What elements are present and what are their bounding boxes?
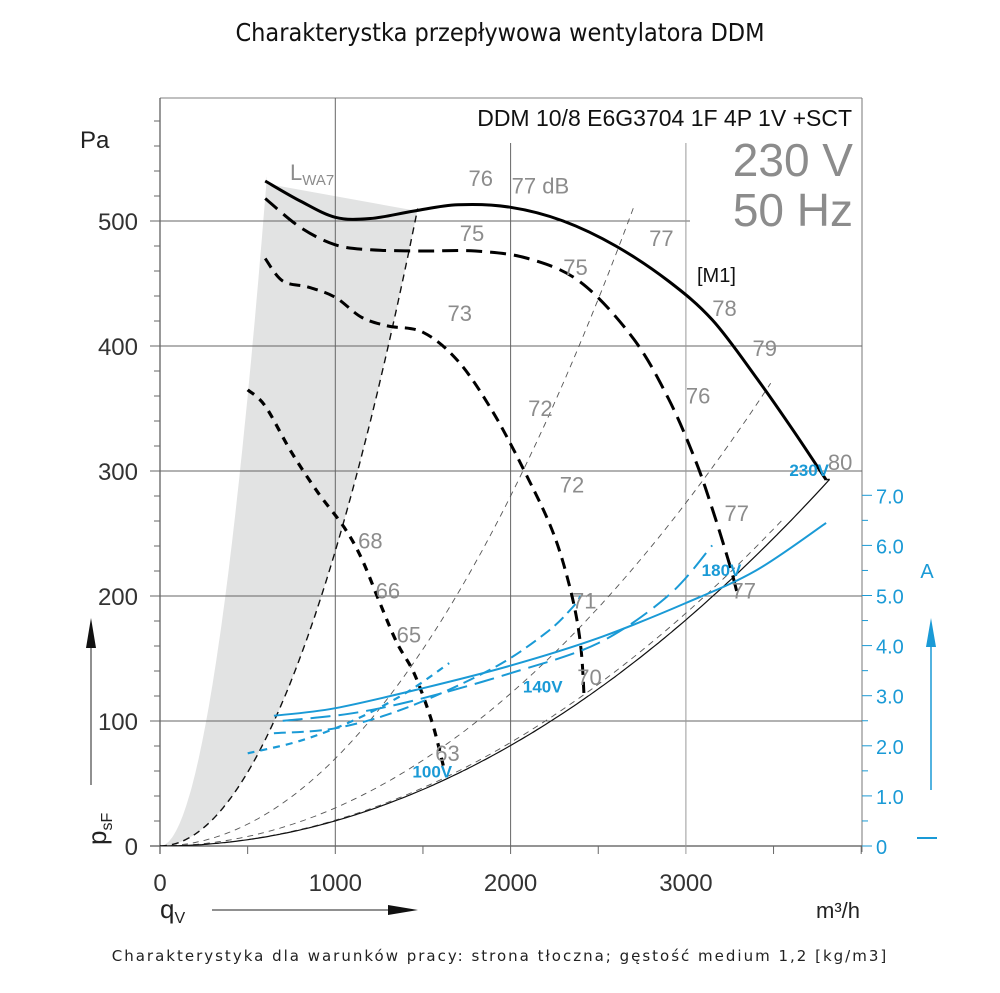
sound-level-label: 66: [376, 579, 400, 604]
sound-level-label: 73: [448, 301, 472, 326]
x-tick-label: 1000: [309, 870, 362, 897]
x-tick-label: 3000: [659, 870, 712, 897]
voltage-label: 230V: [789, 461, 829, 480]
sound-level-label: 79: [753, 336, 777, 361]
sound-level-label: 77 dB: [512, 174, 570, 199]
y-axis-unit: Pa: [80, 127, 110, 154]
y-axis-label: psF: [82, 813, 116, 845]
x-tick-label: 2000: [484, 870, 537, 897]
sound-level-label: 76: [469, 166, 493, 191]
voltage-label: 140V: [523, 677, 563, 696]
system-curve-system-1: [160, 207, 634, 846]
system-curve-system-2: [160, 383, 771, 846]
sound-level-label: 77: [649, 226, 673, 251]
current-curve-230V: [273, 522, 827, 717]
y2-tick-label: 2.0: [876, 737, 904, 759]
chart-title: DDM 10/8 E6G3704 1F 4P 1V +SCT: [477, 105, 852, 131]
sound-level-label: 72: [560, 472, 584, 497]
supply-voltage: 230 V: [733, 134, 854, 186]
y2-tick-label: 5.0: [876, 587, 904, 609]
sound-level-label: 77: [732, 579, 756, 604]
x-tick-label: 0: [153, 870, 166, 897]
sound-level-label: 75: [460, 221, 484, 246]
sound-level-label: 68: [358, 529, 382, 554]
sound-level-label: 72: [528, 396, 552, 421]
supply-frequency: 50 Hz: [733, 184, 853, 236]
y-tick-label: 300: [98, 459, 138, 486]
y2-tick-label: 3.0: [876, 687, 904, 709]
unstable-zone: [160, 176, 418, 846]
pressure-curve-100V: [246, 388, 446, 769]
sound-level-label: 75: [563, 255, 587, 280]
y2-tick-label: 7.0: [876, 486, 904, 508]
y2-tick-label: 1.0: [876, 787, 904, 809]
sound-level-label: 77: [724, 501, 748, 526]
pressure-curve-140V: [263, 257, 586, 699]
y-tick-label: 200: [98, 584, 138, 611]
y-tick-label: 500: [98, 209, 138, 236]
sound-level-label: 78: [712, 296, 736, 321]
model-marker: [M1]: [697, 265, 736, 287]
pressure-curve-180V: [264, 197, 740, 599]
voltage-label: 100V: [412, 762, 452, 781]
y2-axis-arrow-head: [926, 618, 936, 647]
unstable-zone-label: LWA7: [290, 160, 334, 189]
chart-footer-note: Charakterystyka dla warunków pracy: stro…: [111, 947, 889, 965]
system-curve-stability-limit: [160, 208, 419, 846]
y-label-main: p: [82, 831, 112, 845]
current-curve-140V: [273, 594, 582, 735]
y-tick-label: 400: [98, 334, 138, 361]
y2-tick-label: 4.0: [876, 637, 904, 659]
current-curve-100V: [247, 662, 450, 755]
y2-tick-label: 6.0: [876, 536, 904, 558]
y-tick-label: 0: [125, 834, 138, 861]
page-title: Charakterystka przepływowa wentylatora D…: [235, 18, 765, 47]
sound-level-label: 65: [397, 622, 421, 647]
y-label-sub: sF: [99, 813, 116, 831]
sound-level-label: 80: [828, 450, 852, 475]
sound-level-label: 70: [577, 665, 601, 690]
x-axis-arrow-head: [388, 905, 418, 915]
x-axis-label: qV: [160, 894, 185, 927]
svg-text:psF: psF: [82, 813, 116, 845]
svg-text:qV: qV: [160, 894, 185, 927]
current-curve-180V: [282, 544, 713, 722]
sound-level-label: 76: [686, 384, 710, 409]
pressure-curve-230V: [264, 179, 828, 481]
voltage-label: 180V: [702, 561, 742, 580]
y2-tick-label: 0: [876, 837, 887, 859]
sound-level-label: 63: [435, 741, 459, 766]
y-axis-arrow-head: [86, 618, 96, 648]
y-tick-label: 100: [98, 709, 138, 736]
x-axis-unit: m³/h: [816, 898, 860, 923]
sound-level-label: 71: [572, 589, 596, 614]
y2-axis-unit: A: [920, 561, 934, 583]
